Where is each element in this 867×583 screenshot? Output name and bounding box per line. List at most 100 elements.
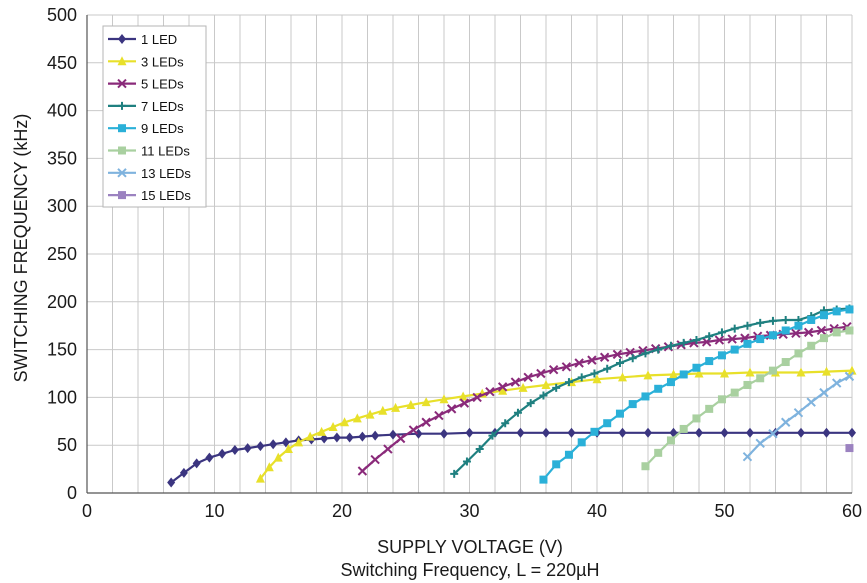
series-13-leds xyxy=(742,371,855,462)
data-point-3-leds xyxy=(694,368,704,378)
y-tick-label: 150 xyxy=(47,340,77,360)
x-tick-label: 30 xyxy=(459,501,479,521)
data-point-1-led xyxy=(371,430,380,441)
data-point-7-leds xyxy=(692,336,701,345)
x-tick-label: 20 xyxy=(332,501,352,521)
data-point-5-leds xyxy=(434,410,444,421)
data-point-13-leds xyxy=(844,371,855,382)
data-point-11-leds xyxy=(743,380,752,389)
data-point-1-led xyxy=(644,427,652,438)
data-point-7-leds xyxy=(615,358,624,367)
series xyxy=(167,304,857,488)
data-point-5-leds xyxy=(612,349,623,360)
y-tick-label: 0 xyxy=(67,483,77,503)
legend-swatch-marker xyxy=(118,191,126,200)
data-point-15-leds xyxy=(845,444,854,453)
legend-label: 5 LEDs xyxy=(141,77,184,92)
data-point-7-leds xyxy=(756,318,765,327)
data-point-7-leds xyxy=(475,445,484,454)
data-point-1-led xyxy=(332,432,341,443)
data-point-7-leds xyxy=(513,408,522,417)
data-point-3-leds xyxy=(283,444,293,454)
legend-swatch-marker xyxy=(118,124,126,133)
data-point-3-leds xyxy=(745,367,755,377)
data-point-7-leds xyxy=(564,378,573,387)
data-point-5-leds xyxy=(395,433,406,444)
data-point-3-leds xyxy=(518,382,528,392)
data-point-5-leds xyxy=(561,362,572,372)
data-point-1-led xyxy=(179,467,188,478)
data-point-5-leds xyxy=(599,352,610,362)
data-point-3-leds xyxy=(421,397,431,407)
data-point-5-leds xyxy=(459,398,470,408)
data-point-9-leds xyxy=(628,400,637,409)
data-point-3-leds xyxy=(305,431,315,441)
legend-item-11-leds: 11 LEDs xyxy=(108,144,190,159)
data-point-1-led xyxy=(192,458,201,469)
data-point-1-led xyxy=(389,429,397,440)
y-tick-label: 500 xyxy=(47,5,77,25)
data-point-7-leds xyxy=(577,373,586,382)
data-point-1-led xyxy=(243,443,252,454)
data-point-9-leds xyxy=(768,331,777,340)
data-point-7-leds xyxy=(450,469,459,478)
data-point-1-led xyxy=(746,427,754,438)
series-5-leds xyxy=(357,321,852,476)
data-point-3-leds xyxy=(391,402,401,412)
data-point-3-leds xyxy=(264,462,274,472)
data-point-11-leds xyxy=(679,424,688,433)
data-point-9-leds xyxy=(717,351,726,360)
data-point-11-leds xyxy=(705,404,714,413)
legend-item-1-led: 1 LED xyxy=(108,32,177,47)
legend-swatch-marker xyxy=(118,101,126,110)
data-point-3-leds xyxy=(822,366,831,376)
data-point-13-leds xyxy=(819,387,829,398)
data-point-1-led xyxy=(695,427,703,438)
data-point-7-leds xyxy=(603,364,612,373)
data-point-9-leds xyxy=(654,384,663,393)
data-point-5-leds xyxy=(408,425,419,435)
data-point-5-leds xyxy=(446,404,457,414)
data-point-9-leds xyxy=(807,315,816,324)
data-point-1-led xyxy=(567,427,576,438)
data-point-7-leds xyxy=(679,338,688,347)
legend-label: 7 LEDs xyxy=(141,99,184,114)
data-point-3-leds xyxy=(498,385,508,395)
data-point-3-leds xyxy=(340,417,350,427)
legend-label: 13 LEDs xyxy=(141,166,191,181)
data-point-3-leds xyxy=(618,372,627,382)
data-point-3-leds xyxy=(378,405,388,415)
data-point-5-leds xyxy=(803,327,814,338)
data-point-9-leds xyxy=(845,305,854,314)
data-point-9-leds xyxy=(615,409,624,418)
data-point-11-leds xyxy=(768,366,777,375)
data-point-1-led xyxy=(281,437,290,448)
data-point-9-leds xyxy=(743,339,752,348)
data-point-9-leds xyxy=(819,311,828,320)
data-point-7-leds xyxy=(552,383,561,392)
x-tick-label: 60 xyxy=(842,501,862,521)
x-axis-title: SUPPLY VOLTAGE (V) xyxy=(377,537,563,557)
legend-label: 1 LED xyxy=(141,32,177,47)
data-point-3-leds xyxy=(439,394,449,404)
data-point-7-leds xyxy=(654,345,663,354)
data-point-13-leds xyxy=(755,438,765,448)
data-point-7-leds xyxy=(666,341,675,350)
data-point-3-leds xyxy=(365,409,375,419)
data-point-5-leds xyxy=(548,364,559,375)
data-point-1-led xyxy=(205,452,214,463)
data-point-11-leds xyxy=(666,436,675,445)
data-point-11-leds xyxy=(641,462,650,471)
data-point-3-leds xyxy=(273,452,283,462)
data-point-7-leds xyxy=(590,369,599,378)
tick-labels: 0 10 20 30 40 50 60 0 50 100 150 200 250 300 350 400 450… xyxy=(47,5,862,521)
legend-item-15-leds: 15 LEDs xyxy=(108,188,191,203)
data-point-7-leds xyxy=(526,399,535,408)
data-point-3-leds xyxy=(541,379,551,389)
data-point-9-leds xyxy=(539,475,548,484)
legend-label: 11 LEDs xyxy=(141,144,190,159)
legend-swatch-marker xyxy=(117,56,127,66)
data-point-7-leds xyxy=(781,315,790,324)
data-point-11-leds xyxy=(794,349,803,358)
